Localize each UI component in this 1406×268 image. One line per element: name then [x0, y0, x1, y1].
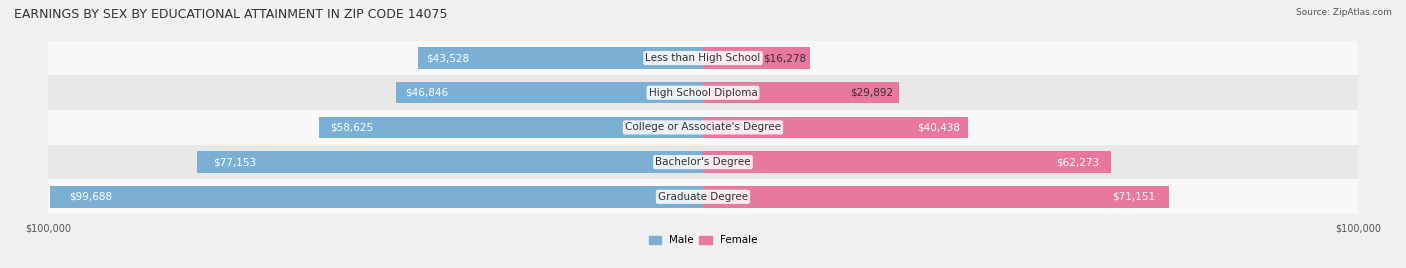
Text: $43,528: $43,528	[426, 53, 470, 63]
Bar	[703, 82, 898, 103]
Bar	[703, 151, 1111, 173]
Text: $16,278: $16,278	[763, 53, 807, 63]
Text: Bachelor's Degree: Bachelor's Degree	[655, 157, 751, 167]
Bar	[48, 145, 1358, 180]
Text: $71,151: $71,151	[1112, 192, 1156, 202]
Text: $99,688: $99,688	[69, 192, 112, 202]
Text: $62,273: $62,273	[1056, 157, 1099, 167]
Bar	[48, 180, 1358, 214]
Text: Source: ZipAtlas.com: Source: ZipAtlas.com	[1296, 8, 1392, 17]
Bar	[48, 41, 1358, 75]
Legend: Male, Female: Male, Female	[644, 231, 762, 250]
Text: $40,438: $40,438	[917, 122, 960, 132]
Text: $46,846: $46,846	[405, 88, 449, 98]
Bar	[703, 186, 1170, 207]
Bar	[703, 47, 810, 69]
Bar	[197, 151, 703, 173]
Text: EARNINGS BY SEX BY EDUCATIONAL ATTAINMENT IN ZIP CODE 14075: EARNINGS BY SEX BY EDUCATIONAL ATTAINMEN…	[14, 8, 447, 21]
Text: $29,892: $29,892	[849, 88, 893, 98]
Text: High School Diploma: High School Diploma	[648, 88, 758, 98]
Bar	[418, 47, 703, 69]
Bar	[48, 110, 1358, 145]
Bar	[396, 82, 703, 103]
Text: College or Associate's Degree: College or Associate's Degree	[626, 122, 780, 132]
Text: $77,153: $77,153	[212, 157, 256, 167]
Bar	[319, 117, 703, 138]
Text: Less than High School: Less than High School	[645, 53, 761, 63]
Bar	[703, 117, 967, 138]
Bar	[48, 75, 1358, 110]
Text: Graduate Degree: Graduate Degree	[658, 192, 748, 202]
Bar	[49, 186, 703, 207]
Text: $58,625: $58,625	[330, 122, 374, 132]
